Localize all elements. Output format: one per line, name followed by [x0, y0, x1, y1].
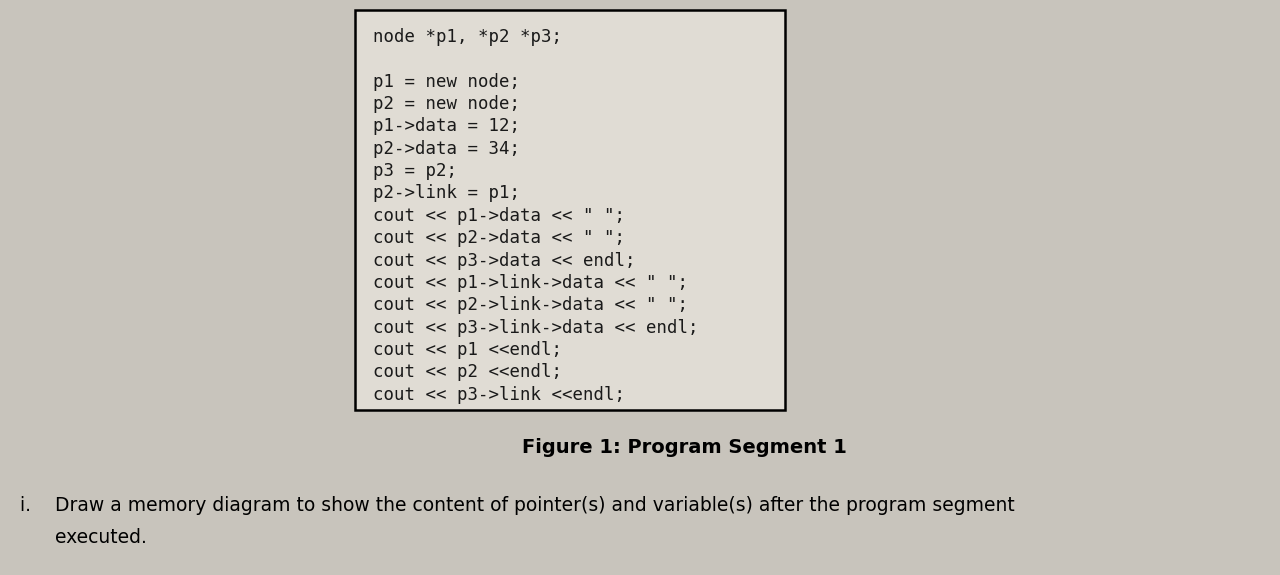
Text: cout << p1->link->data << " ";: cout << p1->link->data << " ";: [372, 274, 689, 292]
FancyBboxPatch shape: [355, 10, 785, 410]
Text: Figure 1: Program Segment 1: Figure 1: Program Segment 1: [522, 438, 847, 457]
Text: cout << p2 <<endl;: cout << p2 <<endl;: [372, 363, 562, 381]
Text: cout << p3->link <<endl;: cout << p3->link <<endl;: [372, 386, 625, 404]
Text: p1->data = 12;: p1->data = 12;: [372, 117, 520, 135]
Text: p2->link = p1;: p2->link = p1;: [372, 185, 520, 202]
Text: cout << p2->data << " ";: cout << p2->data << " ";: [372, 229, 625, 247]
Text: i.    Draw a memory diagram to show the content of pointer(s) and variable(s) af: i. Draw a memory diagram to show the con…: [20, 496, 1015, 515]
Text: p2->data = 34;: p2->data = 34;: [372, 140, 520, 158]
Text: cout << p1 <<endl;: cout << p1 <<endl;: [372, 341, 562, 359]
Text: p2 = new node;: p2 = new node;: [372, 95, 520, 113]
Text: executed.: executed.: [55, 528, 147, 547]
Text: p1 = new node;: p1 = new node;: [372, 72, 520, 91]
Text: cout << p3->link->data << endl;: cout << p3->link->data << endl;: [372, 319, 699, 336]
Text: node *p1, *p2 *p3;: node *p1, *p2 *p3;: [372, 28, 562, 46]
Text: cout << p2->link->data << " ";: cout << p2->link->data << " ";: [372, 296, 689, 314]
Text: cout << p1->data << " ";: cout << p1->data << " ";: [372, 207, 625, 225]
Text: p3 = p2;: p3 = p2;: [372, 162, 457, 180]
Text: cout << p3->data << endl;: cout << p3->data << endl;: [372, 251, 635, 270]
